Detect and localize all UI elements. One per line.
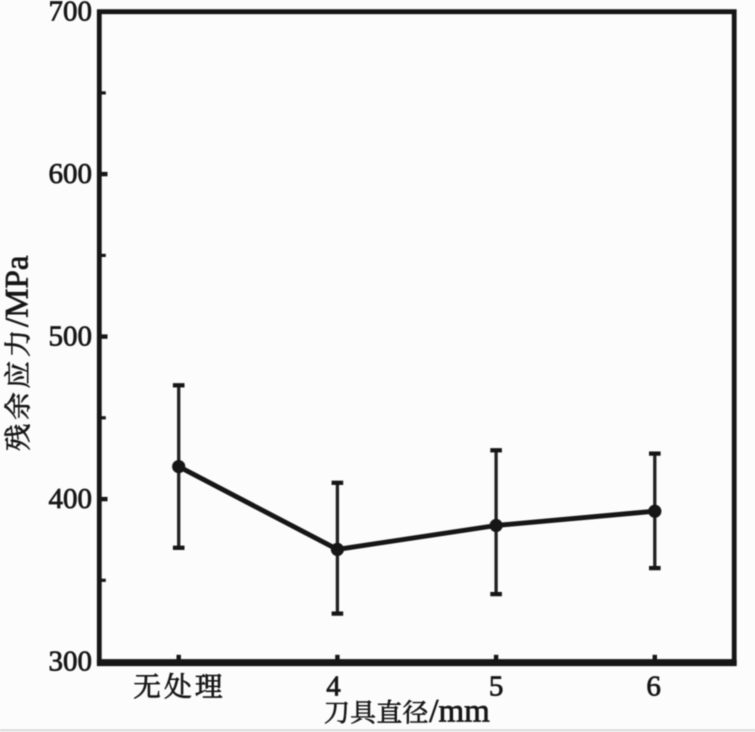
svg-text:300: 300 xyxy=(49,645,93,677)
svg-text:700: 700 xyxy=(49,0,93,28)
svg-text:6: 6 xyxy=(646,671,661,703)
svg-text:5: 5 xyxy=(489,671,504,703)
svg-text:/MPa: /MPa xyxy=(0,255,36,327)
svg-text:400: 400 xyxy=(49,483,93,515)
svg-text:4: 4 xyxy=(326,671,341,703)
svg-text:600: 600 xyxy=(49,158,93,190)
svg-text:500: 500 xyxy=(49,321,93,353)
svg-text:/mm: /mm xyxy=(429,694,490,730)
